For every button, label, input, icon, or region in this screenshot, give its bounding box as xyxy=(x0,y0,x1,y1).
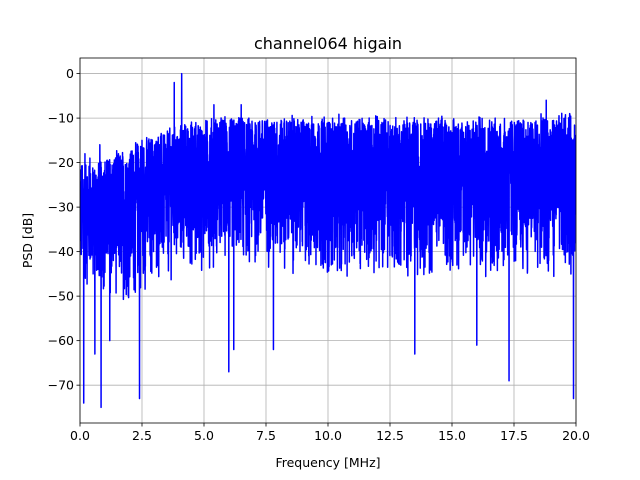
x-axis-label: Frequency [MHz] xyxy=(275,455,380,470)
y-tick-label: −10 xyxy=(48,111,74,126)
psd-series-line xyxy=(80,72,576,409)
x-tick-label: 7.5 xyxy=(256,428,276,443)
x-tick-label: 0.0 xyxy=(70,428,90,443)
y-tick-label: −40 xyxy=(48,244,74,259)
x-tick-label: 15.0 xyxy=(438,428,466,443)
x-tick-label: 20.0 xyxy=(562,428,590,443)
y-tick-label: −30 xyxy=(48,200,74,215)
x-tick-label: 12.5 xyxy=(376,428,404,443)
plot-area xyxy=(80,72,576,409)
y-tick-label: 0 xyxy=(66,66,74,81)
y-axis-label: PSD [dB] xyxy=(20,213,35,268)
y-tick-label: −60 xyxy=(48,333,74,348)
x-tick-label: 5.0 xyxy=(194,428,214,443)
y-tick-label: −70 xyxy=(48,378,74,393)
x-tick-label: 17.5 xyxy=(500,428,528,443)
ticks: 0.0 2.5 5.0 7.5 10.0 12.5 15.0 17.5 20.0 0 −10 −20 −… xyxy=(48,66,590,443)
x-tick-label: 2.5 xyxy=(132,428,152,443)
y-tick-label: −20 xyxy=(48,155,74,170)
x-tick-label: 10.0 xyxy=(314,428,342,443)
chart-title: channel064 higain xyxy=(254,34,402,53)
y-tick-label: −50 xyxy=(48,289,74,304)
